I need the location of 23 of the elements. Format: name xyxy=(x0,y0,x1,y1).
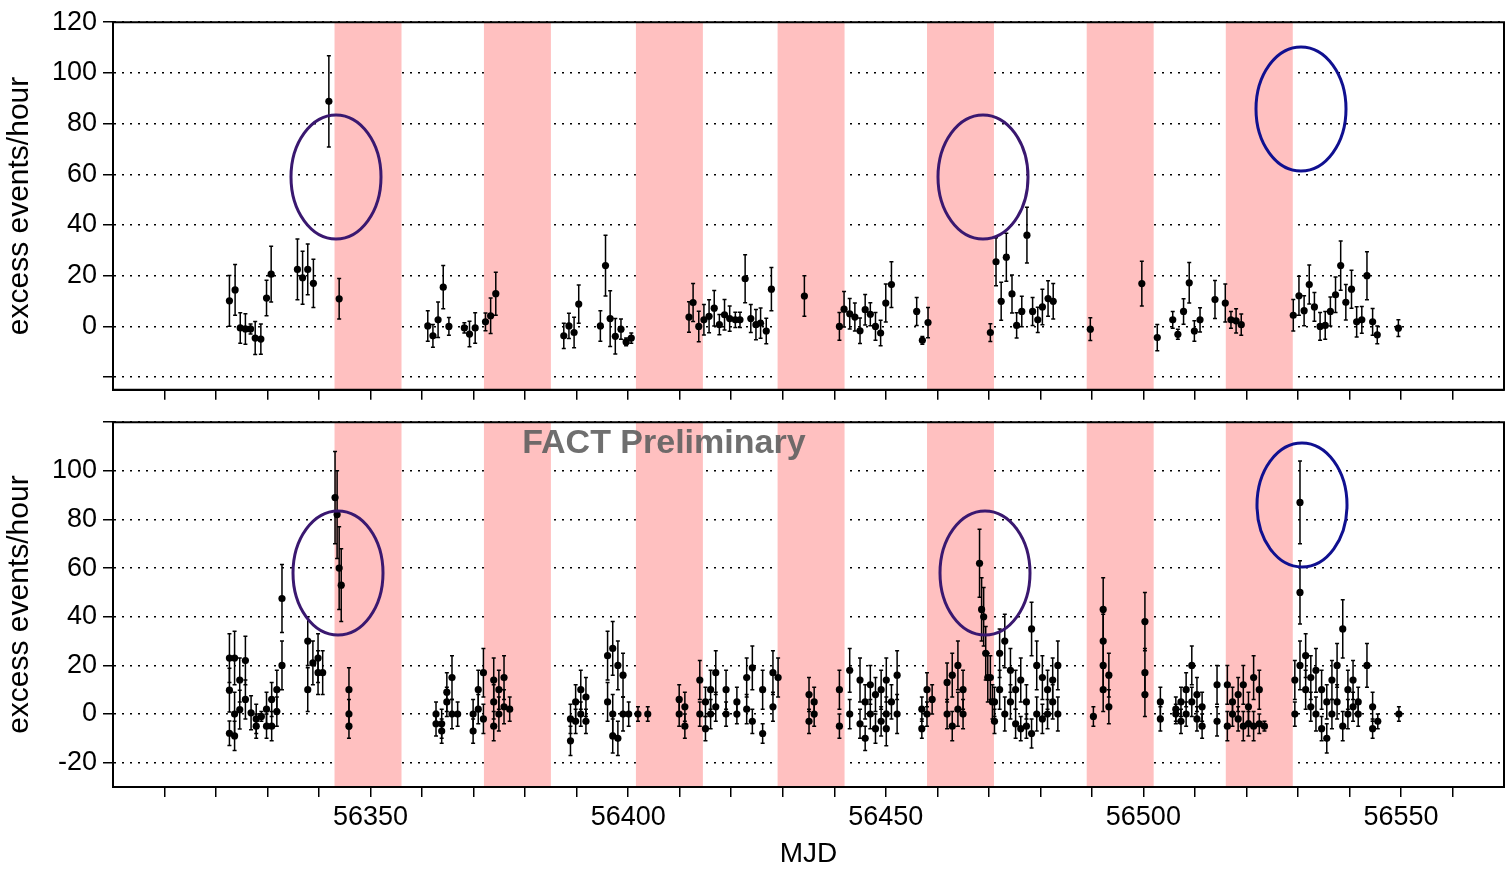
y-tick-label: 60 xyxy=(66,157,97,188)
y-tick-label: 80 xyxy=(66,107,97,138)
x-tick-label: 56350 xyxy=(333,800,409,831)
x-tick-label: 56450 xyxy=(848,800,924,831)
y-axis-title: excess events/hour xyxy=(1,475,35,734)
y-tick-label: 0 xyxy=(81,309,97,340)
y-tick-label: 100 xyxy=(51,454,97,485)
annotation: FACT Preliminary xyxy=(522,421,806,460)
y-tick-label: 20 xyxy=(66,648,97,679)
y-tick-label: 60 xyxy=(66,551,97,582)
x-tick-label: 56400 xyxy=(590,800,666,831)
y-tick-label: 40 xyxy=(66,600,97,631)
y-axis-title: excess events/hour xyxy=(1,76,35,336)
y-tick-label: 120 xyxy=(51,5,97,36)
x-tick-label: 56550 xyxy=(1363,800,1439,831)
y-tick-label: 80 xyxy=(66,502,97,533)
y-tick-label: 0 xyxy=(81,697,97,728)
y-tick-label: 40 xyxy=(66,208,97,239)
y-tick-label: 20 xyxy=(66,259,97,290)
x-axis-title: MJD xyxy=(779,836,838,868)
x-tick-label: 56500 xyxy=(1105,800,1181,831)
y-tick-label: 100 xyxy=(51,56,97,87)
y-tick-label: -20 xyxy=(57,746,97,777)
